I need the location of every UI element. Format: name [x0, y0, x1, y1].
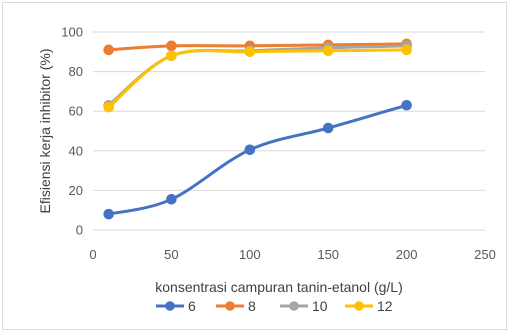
- axes: 0 20 40 60 80 100 0 50 100 150 200 250: [61, 25, 496, 263]
- x-tick-label: 150: [317, 247, 339, 262]
- series-layer: [103, 38, 412, 220]
- y-axis-title: Efisiensi kerja inhibitor (%): [37, 49, 53, 214]
- data-point-12: [244, 46, 256, 58]
- series-12: [103, 44, 412, 113]
- series-line-10: [107, 44, 407, 107]
- data-point-12: [401, 44, 412, 56]
- legend-item-10: 10: [280, 298, 328, 314]
- y-tick-label: 40: [69, 143, 83, 158]
- series-line-12: [107, 48, 407, 109]
- x-tick-label: 0: [89, 247, 96, 262]
- legend-swatch-marker: [225, 301, 235, 311]
- data-point-12: [166, 50, 177, 62]
- y-tick-label: 60: [69, 104, 83, 119]
- legend-label: 6: [188, 298, 196, 314]
- legend-swatch-marker: [354, 301, 364, 311]
- x-axis-title: konsentrasi campuran tanin-etanol (g/L): [155, 279, 402, 295]
- legend: 6 8 10 12: [156, 298, 393, 314]
- x-tick-label: 200: [396, 247, 418, 262]
- legend-label: 10: [312, 298, 328, 314]
- data-point-6: [244, 144, 256, 156]
- legend-label: 12: [377, 298, 393, 314]
- data-point-6: [166, 194, 177, 205]
- data-point-6: [103, 208, 114, 220]
- y-tick-label: 20: [69, 183, 83, 198]
- gridlines: [93, 31, 485, 231]
- x-tick-label: 250: [474, 247, 496, 262]
- data-point-12: [322, 45, 334, 57]
- x-tick-label: 100: [239, 247, 261, 262]
- data-point-8: [166, 40, 177, 52]
- y-tick-label: 80: [69, 64, 83, 79]
- series-line-6: [108, 103, 408, 216]
- legend-item-6: 6: [156, 298, 196, 314]
- data-point-8: [103, 44, 114, 56]
- data-point-12: [103, 101, 114, 113]
- data-point-6: [322, 122, 334, 134]
- legend-label: 8: [248, 298, 256, 314]
- data-point-6: [401, 99, 412, 111]
- legend-swatch-marker: [165, 301, 175, 311]
- chart-frame: [2, 2, 507, 330]
- legend-swatch-marker: [289, 301, 299, 311]
- y-tick-label: 0: [76, 223, 83, 238]
- series-6: [103, 99, 412, 220]
- y-tick-label: 100: [61, 25, 83, 40]
- x-tick-label: 50: [164, 247, 178, 262]
- legend-item-8: 8: [216, 298, 256, 314]
- legend-item-12: 12: [345, 298, 393, 314]
